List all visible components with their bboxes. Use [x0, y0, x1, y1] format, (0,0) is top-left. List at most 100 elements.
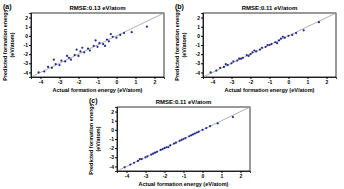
- tick-label: 2: [154, 79, 157, 85]
- y-axis-title: Predicted formation energy: [174, 8, 180, 80]
- point: [154, 152, 156, 154]
- tick-label: -3: [230, 79, 235, 85]
- point: [77, 55, 79, 57]
- point: [270, 43, 272, 45]
- point: [165, 146, 167, 148]
- point: [282, 36, 284, 38]
- tick-label: -1: [268, 79, 273, 85]
- marks: [117, 107, 250, 171]
- point: [119, 34, 121, 36]
- tick: 0: [197, 33, 203, 39]
- point: [160, 149, 162, 151]
- point: [238, 58, 240, 60]
- point: [232, 116, 234, 118]
- plot-area: -4-3-2-1012-4-3-2-1012: [24, 13, 165, 85]
- tick: 1: [111, 118, 117, 124]
- tick-label: 1: [197, 24, 200, 30]
- tick-label: 1: [135, 79, 138, 85]
- point: [179, 140, 181, 142]
- tick-mark: [29, 36, 31, 37]
- point: [295, 32, 297, 34]
- tick: -1: [196, 42, 203, 48]
- point: [274, 41, 276, 43]
- point: [267, 44, 269, 46]
- point: [230, 62, 232, 64]
- tick-mark: [29, 27, 31, 28]
- point: [150, 153, 152, 155]
- point: [259, 48, 261, 50]
- tick-mark: [201, 45, 203, 46]
- tick-label: -4: [211, 79, 216, 85]
- marks: [203, 13, 336, 77]
- tick: -3: [110, 154, 117, 160]
- y-axis-title: (eV/atom): [181, 32, 187, 57]
- point: [156, 151, 158, 153]
- point: [194, 132, 196, 134]
- point: [55, 63, 57, 65]
- tick-mark: [201, 36, 203, 37]
- point: [68, 57, 70, 59]
- tick: -2: [110, 145, 117, 151]
- point: [74, 54, 76, 56]
- point: [291, 34, 293, 36]
- tick-mark: [201, 54, 203, 55]
- point: [173, 142, 175, 144]
- point: [181, 139, 183, 141]
- tick: 2: [326, 77, 329, 85]
- point: [184, 137, 186, 139]
- point: [248, 55, 250, 57]
- plot-frame: [31, 13, 164, 77]
- point: [210, 71, 212, 73]
- tick: -3: [196, 60, 203, 66]
- tick: -1: [182, 171, 187, 179]
- point: [124, 166, 126, 168]
- point: [43, 70, 45, 72]
- point: [167, 146, 169, 148]
- tick-label: -2: [163, 173, 168, 179]
- tick: 0: [202, 171, 205, 179]
- tick-mark: [115, 112, 117, 113]
- point: [242, 57, 244, 59]
- tick-label: -4: [196, 70, 201, 76]
- tick-mark: [115, 157, 117, 158]
- point: [139, 158, 141, 160]
- tick: -2: [24, 51, 31, 57]
- point: [215, 70, 217, 72]
- point: [79, 50, 81, 52]
- plot-area: -4-3-2-1012-4-3-2-1012: [196, 13, 337, 85]
- x-axis: -4-3-2-1012: [204, 77, 337, 85]
- point: [146, 26, 148, 28]
- reference-line: [117, 107, 250, 171]
- point: [152, 153, 154, 155]
- marks: [31, 13, 164, 77]
- tick-mark: [115, 121, 117, 122]
- tick-mark: [201, 18, 203, 19]
- point: [108, 40, 110, 42]
- tick-label: 1: [111, 118, 114, 124]
- tick-mark: [201, 63, 203, 64]
- point: [146, 155, 148, 157]
- point: [53, 59, 55, 61]
- point: [87, 48, 89, 50]
- point: [60, 59, 62, 61]
- tick: -4: [125, 171, 130, 179]
- tick-label: 0: [288, 79, 291, 85]
- x-axis-title: Actual formation energy (eV/atom): [53, 87, 143, 93]
- tick: 2: [25, 15, 31, 21]
- tick: -1: [96, 77, 101, 85]
- tick: -2: [77, 77, 82, 85]
- tick: 0: [116, 77, 119, 85]
- tick-label: -4: [24, 70, 29, 76]
- point: [251, 51, 253, 53]
- tick: 2: [154, 77, 157, 85]
- tick: 1: [307, 77, 310, 85]
- tick: -3: [144, 171, 149, 179]
- tick-label: -1: [24, 42, 29, 48]
- point: [104, 45, 106, 47]
- tick-label: -4: [125, 173, 130, 179]
- tick-label: 0: [202, 173, 205, 179]
- point: [137, 160, 139, 162]
- x-axis: -4-3-2-1012: [118, 171, 251, 179]
- point: [287, 35, 289, 37]
- tick-mark: [115, 139, 117, 140]
